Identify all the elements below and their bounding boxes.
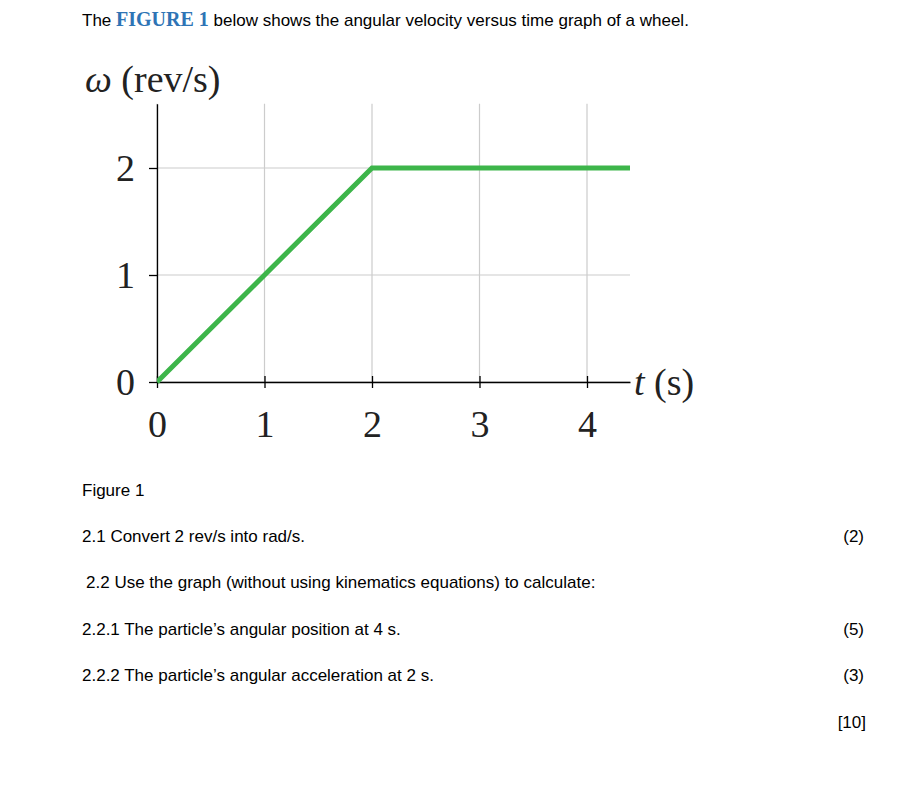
caption: Figure 1 — [82, 481, 144, 500]
grid-line — [479, 104, 480, 382]
question-marks: (2) — [843, 527, 864, 546]
question: 2.2 Use the graph (without using kinemat… — [86, 573, 595, 592]
x-tick: 3 — [471, 376, 490, 445]
x-tick-label: 1 — [256, 403, 275, 445]
grid-line — [586, 104, 587, 382]
question-text: 2.2 Use the graph (without using kinemat… — [86, 573, 595, 592]
grid-line — [264, 104, 265, 382]
x-axis: 0 1 2 3 4 — [148, 376, 631, 445]
grid-line — [157, 381, 630, 382]
y-axis: 0 1 2 — [116, 104, 158, 402]
question-number: 2.2.2 — [82, 666, 120, 685]
figure-ref: FIGURE 1 — [116, 8, 209, 30]
grid-line — [157, 274, 630, 275]
intro-text: The — [82, 11, 116, 30]
x-tick-mark — [587, 376, 588, 388]
question-text: 2.1 Convert 2 rev/s into rad/s. — [82, 527, 305, 546]
x-tick: 1 — [256, 376, 275, 445]
x-tick-label: 2 — [363, 403, 382, 445]
y-tick: 1 — [116, 254, 157, 296]
y-tick-label: 2 — [116, 147, 135, 189]
x-axis-title: t (s) — [634, 361, 694, 404]
plot-area — [157, 168, 630, 382]
question-number: 2.2 — [86, 573, 110, 592]
question-body: The particle’s angular position at 4 s. — [124, 620, 401, 639]
total-marks: [10] — [838, 713, 866, 732]
page: The FIGURE 1 below shows the angular vel… — [0, 0, 906, 787]
question: 2.2.2 The particle’s angular acceleratio… — [82, 666, 864, 685]
x-tick: 0 — [148, 376, 167, 445]
question: 2.1 Convert 2 rev/s into rad/s. (2) — [82, 527, 864, 546]
x-tick-mark — [372, 376, 373, 388]
grid-line — [156, 104, 157, 382]
question-body: The particle’s angular acceleration at 2… — [124, 666, 434, 685]
question-number: 2.2.1 — [82, 620, 120, 639]
x-tick: 4 — [578, 376, 597, 445]
x-tick-label: 4 — [578, 403, 597, 445]
question-body: Convert 2 rev/s into rad/s. — [110, 527, 305, 546]
question-text: 2.2.1 The particle’s angular position at… — [82, 620, 401, 639]
x-tick-mark — [479, 376, 480, 388]
y-tick-mark — [149, 168, 157, 169]
y-tick: 0 — [116, 361, 157, 403]
x-tick-label: 3 — [471, 403, 490, 445]
y-tick: 2 — [116, 147, 157, 189]
x-tick: 2 — [363, 376, 382, 445]
y-tick-label: 0 — [116, 361, 135, 403]
x-axis-line — [158, 382, 631, 383]
y-axis-line — [157, 104, 158, 382]
x-tick-label: 0 — [148, 403, 167, 445]
y-tick-mark — [149, 382, 157, 383]
grid — [157, 104, 630, 382]
x-tick-mark — [264, 376, 265, 388]
question-marks: (3) — [843, 666, 864, 685]
question-body: Use the graph (without using kinematics … — [114, 573, 595, 592]
intro-text: below shows the angular velocity versus … — [209, 11, 689, 30]
y-tick-mark — [149, 275, 157, 276]
y-tick-label: 1 — [116, 254, 135, 296]
y-axis-title: ω (rev/s) — [85, 58, 221, 101]
question-marks: (5) — [843, 620, 864, 639]
question-text: 2.2.2 The particle’s angular acceleratio… — [82, 666, 434, 685]
question-number: 2.1 — [82, 527, 106, 546]
question: 2.2.1 The particle’s angular position at… — [82, 620, 864, 639]
intro: The FIGURE 1 below shows the angular vel… — [82, 8, 689, 30]
grid-line — [371, 104, 372, 382]
data-line — [157, 168, 630, 382]
